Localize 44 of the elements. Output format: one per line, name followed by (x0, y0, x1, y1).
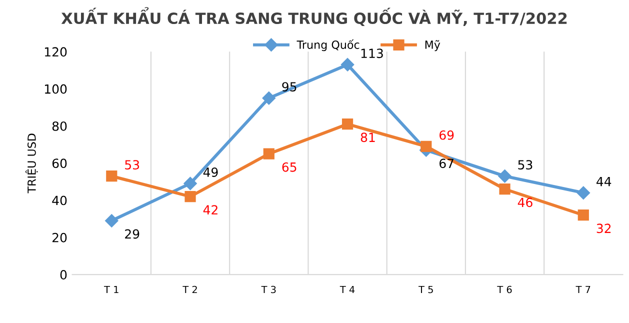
x-tick-label: T 3 (261, 286, 276, 294)
data-label: 32 (596, 224, 611, 234)
point (340, 58, 354, 72)
data-label: 53 (125, 160, 140, 170)
data-label: 44 (596, 176, 612, 186)
data-label: 42 (203, 205, 218, 214)
point (499, 184, 510, 195)
data-label: 113 (361, 48, 383, 58)
point (420, 140, 432, 152)
data-label: 69 (440, 130, 454, 140)
x-tick-label: T 7 (576, 286, 590, 294)
x-tick-label: T 1 (104, 286, 118, 294)
data-label: 81 (360, 132, 375, 142)
y-axis-title: TRIỆU USD (25, 134, 38, 194)
point (262, 92, 276, 105)
x-tick-label: T 6 (497, 286, 512, 294)
point (105, 214, 118, 228)
x-tick-label: T 5 (418, 286, 433, 294)
point (106, 170, 118, 182)
point (576, 186, 590, 200)
point (263, 148, 274, 160)
point (342, 118, 354, 130)
y-tick-label: 40 (52, 196, 67, 206)
point (184, 190, 196, 202)
y-tick-label: 0 (60, 270, 67, 280)
data-label: 46 (518, 198, 532, 208)
data-label: 53 (518, 160, 532, 170)
point (498, 170, 512, 183)
y-tick-label: 80 (52, 121, 67, 131)
y-tick-label: 20 (52, 232, 67, 242)
y-tick-label: 60 (52, 158, 67, 168)
y-tick-label: 120 (44, 47, 67, 57)
chart-title: XUẤT KHẨU CÁ TRA SANG TRUNG QUỐC VÀ MỸ, T1-T7/2022 (61, 7, 567, 26)
legend-label: Trung Quốc (296, 39, 360, 52)
x-tick-label: T 4 (340, 286, 355, 294)
legend-label: Mỹ (425, 40, 440, 52)
point (578, 210, 589, 221)
data-label: 65 (282, 162, 296, 172)
x-tick-label: T 2 (182, 286, 197, 294)
data-label: 29 (125, 229, 140, 239)
y-tick-label: 100 (44, 84, 67, 94)
data-label: 49 (203, 168, 218, 177)
point (184, 176, 197, 190)
data-label: 67 (440, 158, 454, 168)
